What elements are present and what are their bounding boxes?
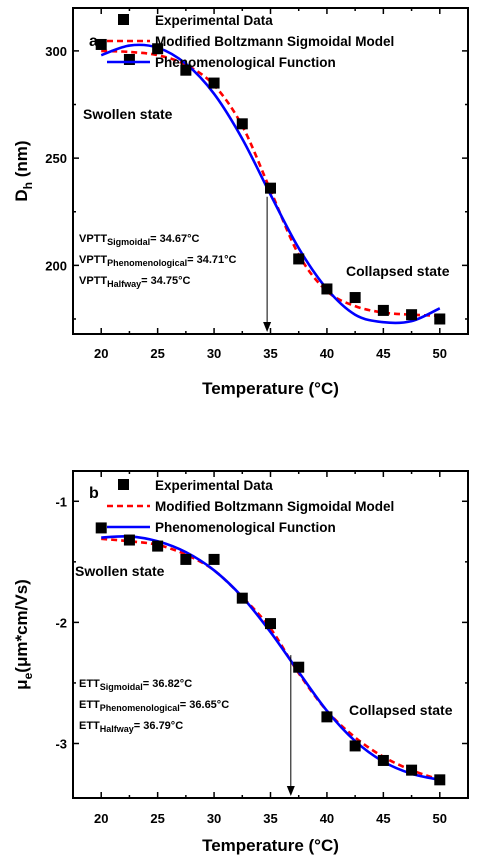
x-tick-label: 20 [94,811,108,826]
data-point [406,309,418,321]
legend-label: Modified Boltzmann Sigmoidal Model [155,499,394,514]
y-tick-label: 250 [45,151,67,166]
x-axis-title: Temperature (°C) [202,379,339,398]
x-axis-title: Temperature (°C) [202,836,339,855]
data-point [349,292,361,304]
legend-label: Phenomenological Function [155,55,336,70]
transition-temp-annotation: VPTTSigmoidal= 34.67°C [79,233,200,247]
swollen-state-label: Swollen state [75,563,165,579]
data-point [434,774,446,786]
y-tick-label: 300 [45,44,67,59]
x-tick-label: 25 [150,346,164,361]
y-tick-label: -2 [55,615,67,630]
data-point [236,118,248,130]
x-tick-label: 25 [150,811,164,826]
data-point [349,740,361,752]
data-point [265,618,276,630]
legend-marker-square [118,479,129,490]
collapsed-state-label: Collapsed state [346,263,450,279]
data-point [321,711,333,723]
x-tick-label: 45 [376,811,390,826]
legend-label: Modified Boltzmann Sigmoidal Model [155,34,394,49]
collapsed-state-label: Collapsed state [349,702,453,718]
x-tick-label: 35 [263,811,277,826]
y-tick-label: 200 [45,258,67,273]
data-point [180,64,192,76]
x-tick-label: 35 [263,346,277,361]
data-point [377,304,389,316]
transition-temp-annotation: ETTHalfway= 36.79°C [79,720,183,734]
transition-temp-annotation: VPTTPhenomenological= 34.71°C [79,254,237,268]
legend-label: Phenomenological Function [155,520,336,535]
x-tick-label: 40 [320,811,334,826]
data-point [293,661,305,673]
legend-label: Experimental Data [155,13,273,28]
data-point [208,77,220,89]
panel-label: b [89,485,99,502]
x-tick-label: 50 [433,346,447,361]
swollen-state-label: Swollen state [83,106,173,122]
x-tick-label: 30 [207,811,221,826]
transition-arrow-head [286,786,295,796]
chart-panel-b: 20 25 30 35 40 45 50 -1 -2 -3 Temperature (°C) μe(μ… [12,470,469,855]
y-axis-title: μe(μm*cm/Vs) [12,579,35,690]
data-point [293,253,305,265]
legend-marker-square [118,14,129,25]
x-tick-label: 50 [433,811,447,826]
data-point [152,540,164,552]
panel-label: a [89,33,98,50]
data-point [95,38,107,50]
chart-panel-a: 20 25 30 35 40 45 50 200 250 300 Temperature (°C) D… [12,7,469,398]
data-point [95,522,107,534]
data-point [208,553,220,565]
x-tick-label: 30 [207,346,221,361]
transition-temp-annotation: ETTSigmoidal= 36.82°C [79,678,192,692]
data-point [152,43,164,55]
x-tick-label: 45 [376,346,390,361]
x-tick-label: 40 [320,346,334,361]
y-tick-label: -3 [55,737,67,752]
data-point [236,592,248,604]
data-point [265,182,276,194]
transition-temp-annotation: ETTPhenomenological= 36.65°C [79,699,229,713]
x-tick-label: 20 [94,346,108,361]
transition-temp-annotation: VPTTHalfway= 34.75°C [79,275,191,289]
y-tick-label: -1 [55,494,67,509]
legend-label: Experimental Data [155,478,273,493]
data-point [321,283,333,295]
transition-arrow-head [263,322,272,332]
y-axis-title: Dh (nm) [12,140,35,201]
data-point [406,764,418,776]
data-point [377,754,389,766]
data-point [123,534,135,546]
data-point [434,313,446,325]
data-point [123,53,135,65]
data-point [180,553,192,565]
